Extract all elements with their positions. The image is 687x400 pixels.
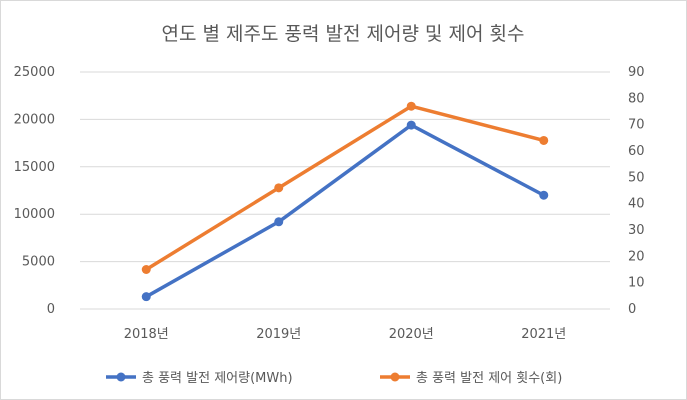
left-tick-label: 15000: [14, 160, 55, 175]
series-line: [144, 104, 546, 272]
x-tick-label: 2018년: [124, 327, 169, 342]
data-point: [539, 135, 549, 145]
series-line: [144, 123, 546, 299]
series-2: [141, 101, 549, 274]
data-point: [406, 120, 416, 130]
gridlines: [80, 71, 610, 310]
right-tick-label: 0: [628, 302, 636, 317]
data-point: [274, 217, 284, 227]
x-tick-label: 2019년: [256, 327, 301, 342]
legend-label: 총 풍력 발전 제어 횟수(회): [416, 371, 562, 386]
left-tick-label: 10000: [14, 207, 55, 222]
legend-item: 총 풍력 발전 제어량(MWh): [106, 371, 293, 386]
left-tick-label: 20000: [14, 112, 55, 127]
left-tick-label: 5000: [22, 255, 55, 270]
right-tick-label: 80: [628, 91, 645, 106]
chart-title: 연도 별 제주도 풍력 발전 제어량 및 제어 횟수: [162, 23, 525, 45]
left-tick-label: 25000: [14, 65, 55, 80]
legend: 총 풍력 발전 제어량(MWh) 총 풍력 발전 제어 횟수(회): [106, 371, 562, 386]
data-point: [406, 101, 416, 111]
data-point: [141, 292, 151, 302]
series-lines: [141, 101, 549, 302]
left-axis-ticks: 0 5000 10000 15000 20000 25000: [14, 65, 55, 317]
legend-marker: [116, 372, 126, 382]
right-tick-label: 30: [628, 223, 645, 238]
data-point: [274, 183, 284, 193]
right-tick-label: 50: [628, 170, 645, 185]
data-point: [539, 190, 549, 200]
data-point: [141, 265, 151, 274]
x-axis-ticks: 2018년 2019년 2020년 2021년: [124, 327, 567, 342]
right-tick-label: 10: [628, 276, 645, 291]
left-tick-label: 0: [47, 302, 55, 317]
legend-label: 총 풍력 발전 제어량(MWh): [142, 371, 293, 386]
right-tick-label: 70: [628, 118, 645, 133]
right-tick-label: 20: [628, 249, 645, 264]
right-tick-label: 40: [628, 197, 645, 212]
right-tick-label: 60: [628, 144, 645, 159]
right-tick-label: 90: [628, 65, 645, 80]
legend-item: 총 풍력 발전 제어 횟수(회): [380, 371, 562, 386]
x-tick-label: 2021년: [521, 327, 566, 342]
series-1: [141, 120, 549, 302]
legend-marker: [390, 372, 400, 382]
x-tick-label: 2020년: [389, 327, 434, 342]
right-axis-ticks: 0 10 20 30 40 50 60 70 80 90: [628, 65, 645, 317]
